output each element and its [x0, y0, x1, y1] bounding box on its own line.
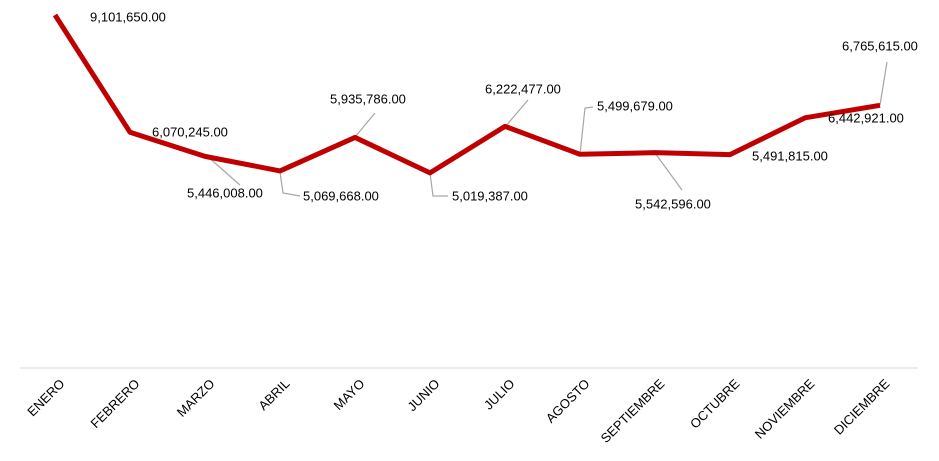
data-label: 5,935,786.00: [330, 91, 406, 106]
data-label: 5,446,008.00: [187, 185, 263, 200]
x-tick-label: AGOSTO: [543, 376, 593, 426]
data-label: 6,442,921.00: [828, 110, 904, 125]
x-tick-label: NOVIEMBRE: [752, 376, 818, 442]
leader-line: [504, 99, 529, 128]
data-label: 5,499,679.00: [597, 98, 673, 113]
leader-line: [654, 152, 683, 191]
data-label: 5,542,596.00: [635, 196, 711, 211]
data-label: 5,491,815.00: [752, 148, 828, 163]
data-label: 6,070,245.00: [152, 124, 228, 139]
data-label: 9,101,650.00: [90, 9, 166, 24]
x-tick-label: ENERO: [24, 376, 67, 419]
x-tick-label: SEPTIEMBRE: [598, 376, 668, 446]
x-tick-label: MARZO: [174, 376, 218, 420]
leader-line: [354, 112, 376, 138]
leader-line: [879, 61, 888, 106]
x-tick-label: ABRIL: [255, 376, 292, 413]
x-tick-label: OCTUBRE: [687, 376, 743, 432]
data-label: 6,222,477.00: [485, 81, 561, 96]
data-label: 6,765,615.00: [842, 38, 918, 53]
x-tick-label: DICIEMBRE: [831, 376, 893, 438]
leader-line: [429, 172, 448, 197]
leader-line: [279, 171, 301, 197]
line: [52, 13, 881, 176]
data-label: 5,019,387.00: [452, 188, 528, 203]
x-tick-label: FEBRERO: [88, 376, 143, 431]
x-tick-label: JUNIO: [404, 376, 442, 414]
x-tick-label: JULIO: [481, 376, 518, 413]
x-tick-label: MAYO: [331, 376, 368, 413]
leader-line: [579, 106, 594, 155]
data-label: 5,069,668.00: [303, 188, 379, 203]
leader-line: [206, 155, 241, 186]
